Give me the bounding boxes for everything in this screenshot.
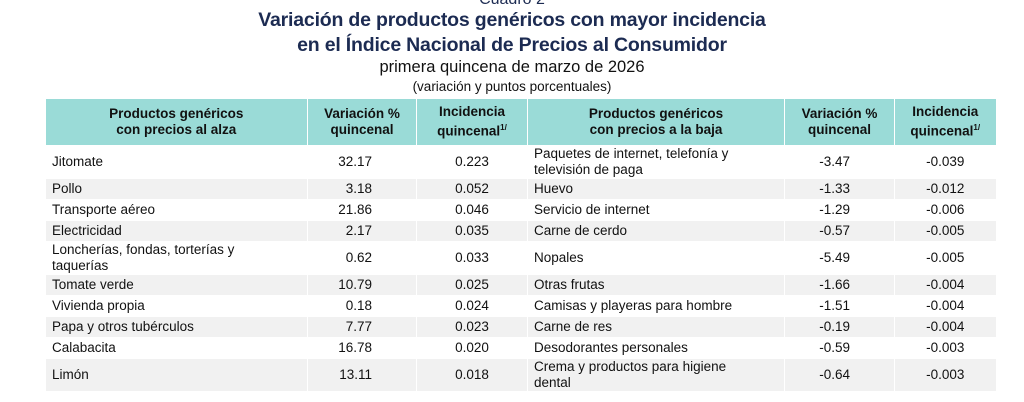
table-row: Papa y otros tubérculos 7.77 0.023 Carne de… bbox=[45, 315, 996, 337]
period-subtitle: primera quincena de marzo de 2026 bbox=[379, 58, 645, 76]
header-up-variation: Variación % quincenal bbox=[307, 99, 417, 145]
down-variation: -1.66 bbox=[784, 273, 895, 295]
down-incidence: -0.012 bbox=[894, 177, 996, 199]
table-row: Loncherías, fondas, torterías y taquería… bbox=[45, 240, 996, 274]
up-incidence: 0.025 bbox=[416, 273, 528, 295]
title-line-1: Variación de productos genéricos con may… bbox=[258, 9, 766, 31]
down-incidence: -0.004 bbox=[894, 315, 996, 337]
down-variation: -0.19 bbox=[784, 315, 895, 337]
down-product-name: Camisas y playeras para hombre bbox=[527, 294, 785, 316]
down-variation: -0.59 bbox=[784, 336, 895, 358]
down-product-name: Carne de cerdo bbox=[527, 219, 785, 241]
down-variation: -1.33 bbox=[784, 177, 895, 199]
up-incidence: 0.020 bbox=[416, 336, 528, 358]
up-variation: 32.17 bbox=[307, 144, 417, 178]
table-row: Transporte aéreo 21.86 0.046 Servicio de in… bbox=[45, 198, 996, 220]
table-row: Electricidad 2.17 0.035 Carne de cerdo -0.57… bbox=[45, 219, 996, 241]
down-incidence: -0.004 bbox=[894, 294, 996, 316]
up-incidence: 0.223 bbox=[416, 144, 528, 178]
units-subtitle: (variación y puntos porcentuales) bbox=[412, 79, 612, 94]
header-down-products: Productos genéricos con precios a la baja bbox=[527, 99, 785, 145]
up-incidence: 0.035 bbox=[416, 219, 528, 241]
up-incidence: 0.023 bbox=[416, 315, 528, 337]
up-incidence: 0.046 bbox=[416, 198, 528, 220]
up-variation: 0.18 bbox=[307, 294, 417, 316]
down-incidence: -0.004 bbox=[894, 273, 996, 295]
document-title: Variación de productos genéricos con may… bbox=[0, 8, 1024, 58]
down-incidence: -0.039 bbox=[894, 144, 996, 178]
up-product-name: Papa y otros tubérculos bbox=[45, 315, 308, 337]
table-row: Calabacita 16.78 0.020 Desodorantes persona… bbox=[45, 336, 996, 358]
down-incidence: -0.005 bbox=[894, 219, 996, 241]
down-product-name: Servicio de internet bbox=[527, 198, 785, 220]
up-variation: 16.78 bbox=[307, 336, 417, 358]
down-variation: -1.51 bbox=[784, 294, 895, 316]
down-incidence: -0.003 bbox=[894, 357, 996, 391]
down-incidence: -0.005 bbox=[894, 240, 996, 274]
up-product-name: Transporte aéreo bbox=[45, 198, 308, 220]
up-product-name: Jitomate bbox=[45, 144, 308, 178]
table-row: Tomate verde 10.79 0.025 Otras frutas -1.66-… bbox=[45, 273, 996, 295]
up-variation: 10.79 bbox=[307, 273, 417, 295]
down-incidence: -0.006 bbox=[894, 198, 996, 220]
up-product-name: Loncherías, fondas, torterías y taquería… bbox=[45, 240, 308, 274]
table-row: Jitomate 32.17 0.223 Paquetes de internet, … bbox=[45, 144, 996, 178]
up-incidence: 0.024 bbox=[416, 294, 528, 316]
down-product-name: Paquetes de internet, telefonía y televi… bbox=[527, 144, 785, 178]
up-product-name: Limón bbox=[45, 357, 308, 391]
down-variation: -0.57 bbox=[784, 219, 895, 241]
down-variation: -5.49 bbox=[784, 240, 895, 274]
header-down-incidence: Incidencia quincenal1/ bbox=[894, 99, 996, 145]
table-row: Vivienda propia 0.18 0.024 Camisas y player… bbox=[45, 294, 996, 316]
down-product-name: Crema y productos para higiene dental bbox=[527, 357, 785, 391]
down-product-name: Otras frutas bbox=[527, 273, 785, 295]
table-row: Limón 13.11 0.018 Crema y productos para hi… bbox=[45, 357, 996, 391]
header-down-variation: Variación % quincenal bbox=[784, 99, 895, 145]
up-variation: 21.86 bbox=[307, 198, 417, 220]
up-incidence: 0.052 bbox=[416, 177, 528, 199]
down-product-name: Nopales bbox=[527, 240, 785, 274]
up-product-name: Vivienda propia bbox=[45, 294, 308, 316]
down-product-name: Huevo bbox=[527, 177, 785, 199]
up-variation: 13.11 bbox=[307, 357, 417, 391]
up-variation: 0.62 bbox=[307, 240, 417, 274]
down-incidence: -0.003 bbox=[894, 336, 996, 358]
up-product-name: Pollo bbox=[45, 177, 308, 199]
up-variation: 2.17 bbox=[307, 219, 417, 241]
up-product-name: Electricidad bbox=[45, 219, 308, 241]
table-header-row: Productos genéricos con precios al alza V… bbox=[45, 99, 996, 145]
down-variation: -0.64 bbox=[784, 357, 895, 391]
up-variation: 7.77 bbox=[307, 315, 417, 337]
header-up-products: Productos genéricos con precios al alza bbox=[45, 99, 308, 145]
up-product-name: Calabacita bbox=[45, 336, 308, 358]
up-variation: 3.18 bbox=[307, 177, 417, 199]
title-line-2: en el Índice Nacional de Precios al Cons… bbox=[297, 34, 727, 56]
table-row: Pollo 3.18 0.052 Huevo -1.33 -0.012 bbox=[45, 177, 996, 199]
up-incidence: 0.018 bbox=[416, 357, 528, 391]
down-product-name: Carne de res bbox=[527, 315, 785, 337]
table-number: Cuadro 2 bbox=[0, 0, 1024, 9]
down-variation: -1.29 bbox=[784, 198, 895, 220]
down-variation: -3.47 bbox=[784, 144, 895, 178]
up-product-name: Tomate verde bbox=[45, 273, 308, 295]
header-up-incidence: Incidencia quincenal1/ bbox=[416, 99, 528, 145]
incidence-table: Productos genéricos con precios al alza V… bbox=[45, 99, 996, 391]
up-incidence: 0.033 bbox=[416, 240, 528, 274]
down-product-name: Desodorantes personales bbox=[527, 336, 785, 358]
